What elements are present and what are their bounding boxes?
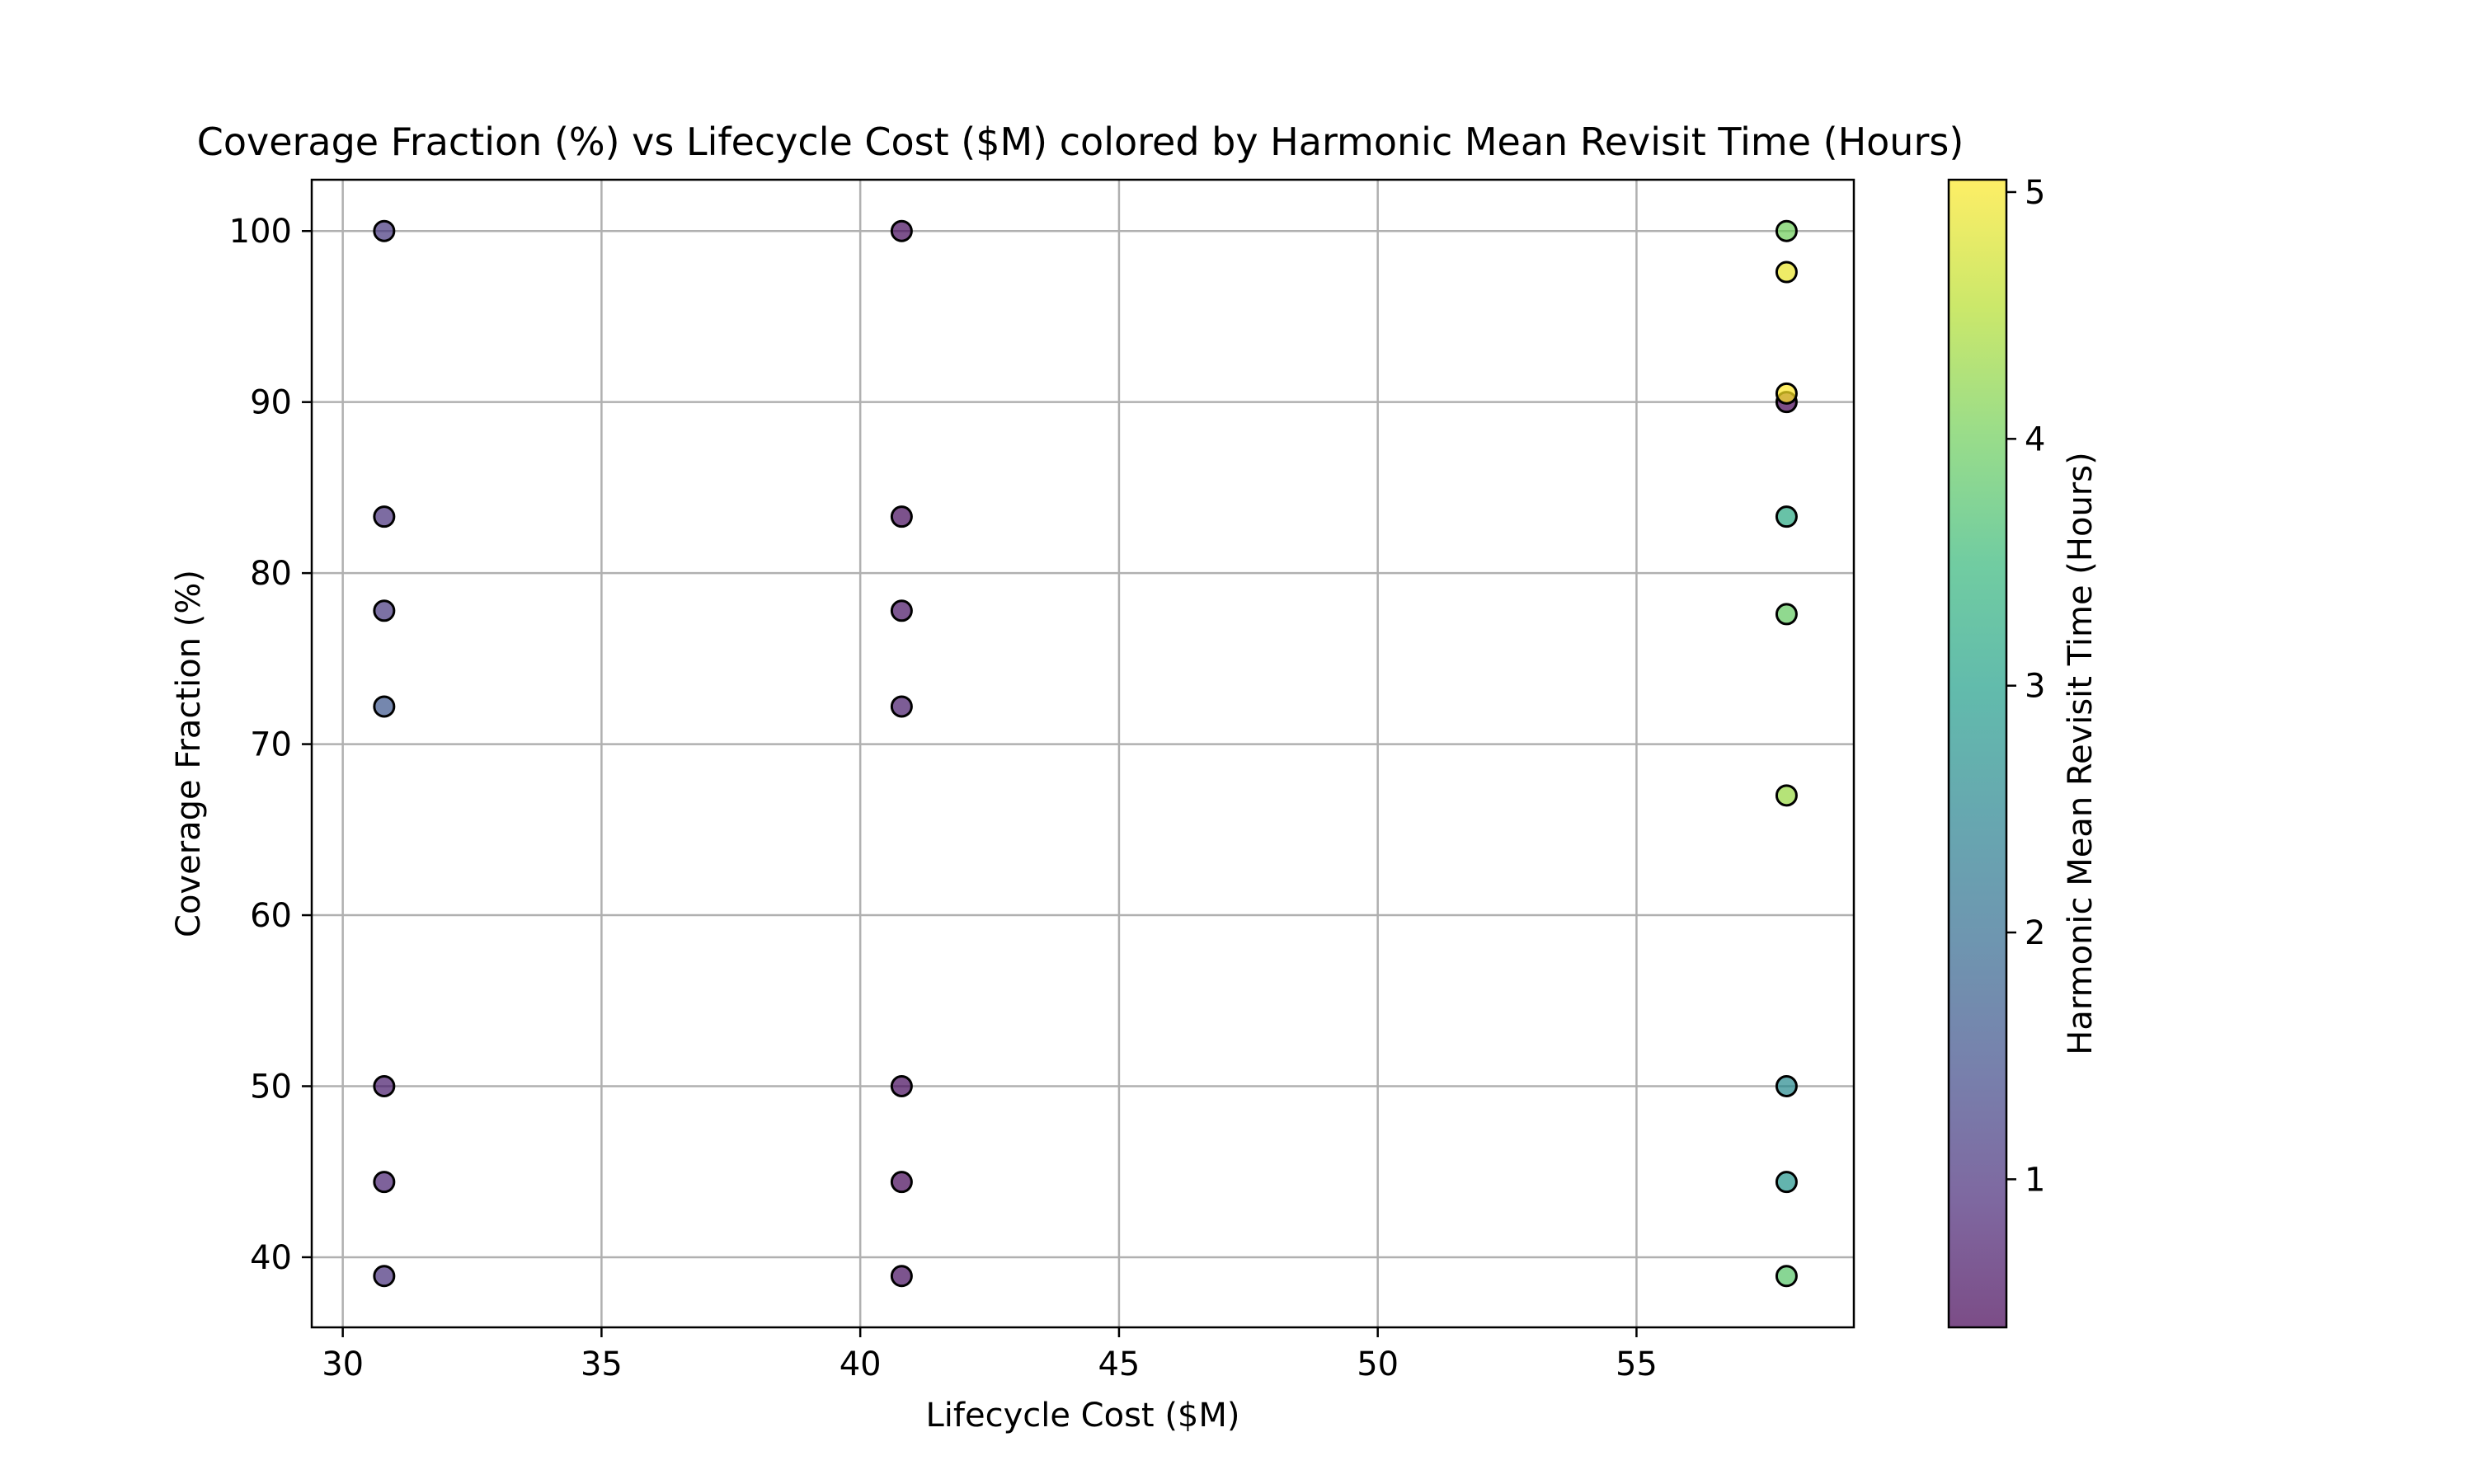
scatter-point bbox=[890, 1265, 913, 1288]
scatter-point bbox=[890, 1074, 913, 1097]
x-tick-label: 50 bbox=[1357, 1345, 1399, 1383]
scatter-point bbox=[373, 599, 396, 622]
scatter-point bbox=[373, 1171, 396, 1194]
scatter-point bbox=[373, 1074, 396, 1097]
scatter-point bbox=[1775, 505, 1798, 528]
colorbar-tick-label: 4 bbox=[2025, 420, 2045, 458]
scatter-point bbox=[1775, 1265, 1798, 1288]
y-tick-label: 100 bbox=[229, 213, 292, 251]
scatter-point bbox=[890, 695, 913, 718]
x-tick-label: 35 bbox=[581, 1345, 623, 1383]
y-axis-label: Coverage Fraction (%) bbox=[170, 570, 208, 937]
x-tick-label: 55 bbox=[1616, 1345, 1658, 1383]
scatter-point bbox=[1775, 603, 1798, 626]
x-tick-label: 30 bbox=[322, 1345, 364, 1383]
colorbar-tick-label: 2 bbox=[2025, 914, 2045, 952]
y-tick-label: 40 bbox=[250, 1239, 292, 1277]
scatter-point bbox=[890, 1171, 913, 1194]
scatter-point bbox=[1775, 382, 1798, 405]
scatter-point bbox=[373, 219, 396, 242]
y-tick-label: 60 bbox=[250, 897, 292, 935]
colorbar-tick-label: 1 bbox=[2025, 1161, 2045, 1199]
colorbar-label: Harmonic Mean Revisit Time (Hours) bbox=[2062, 452, 2100, 1054]
scatter-point bbox=[1775, 261, 1798, 284]
colorbar-tick-label: 3 bbox=[2025, 668, 2045, 706]
x-axis-label: Lifecycle Cost ($M) bbox=[926, 1397, 1240, 1435]
colorbar bbox=[1947, 178, 2008, 1329]
x-tick-label: 45 bbox=[1098, 1345, 1140, 1383]
plot-area-frame bbox=[310, 178, 1856, 1329]
colorbar-ticks: 1 2 3 4 5 bbox=[2006, 174, 2045, 1199]
colorbar-tick-label: 5 bbox=[2025, 174, 2045, 212]
y-axis-ticks: 40 50 60 70 80 90 100 bbox=[229, 213, 312, 1277]
scatter-point bbox=[890, 599, 913, 622]
scatter-point bbox=[373, 1265, 396, 1288]
scatter-point bbox=[373, 695, 396, 718]
scatter-point bbox=[1775, 219, 1798, 242]
data-points bbox=[373, 219, 1798, 1288]
scatter-point bbox=[890, 505, 913, 528]
scatter-point bbox=[890, 219, 913, 242]
scatter-point bbox=[1775, 784, 1798, 807]
grid bbox=[312, 180, 1854, 1327]
y-tick-label: 70 bbox=[250, 726, 292, 764]
x-axis-ticks: 30 35 40 45 50 55 bbox=[322, 1327, 1658, 1383]
x-tick-label: 40 bbox=[840, 1345, 882, 1383]
y-tick-label: 50 bbox=[250, 1068, 292, 1106]
scatter-point bbox=[1775, 1074, 1798, 1097]
scatter-point bbox=[373, 505, 396, 528]
y-tick-label: 90 bbox=[250, 384, 292, 422]
scatter-point bbox=[1775, 1171, 1798, 1194]
chart-title: Coverage Fraction (%) vs Lifecycle Cost … bbox=[197, 120, 1964, 164]
y-tick-label: 80 bbox=[250, 555, 292, 593]
